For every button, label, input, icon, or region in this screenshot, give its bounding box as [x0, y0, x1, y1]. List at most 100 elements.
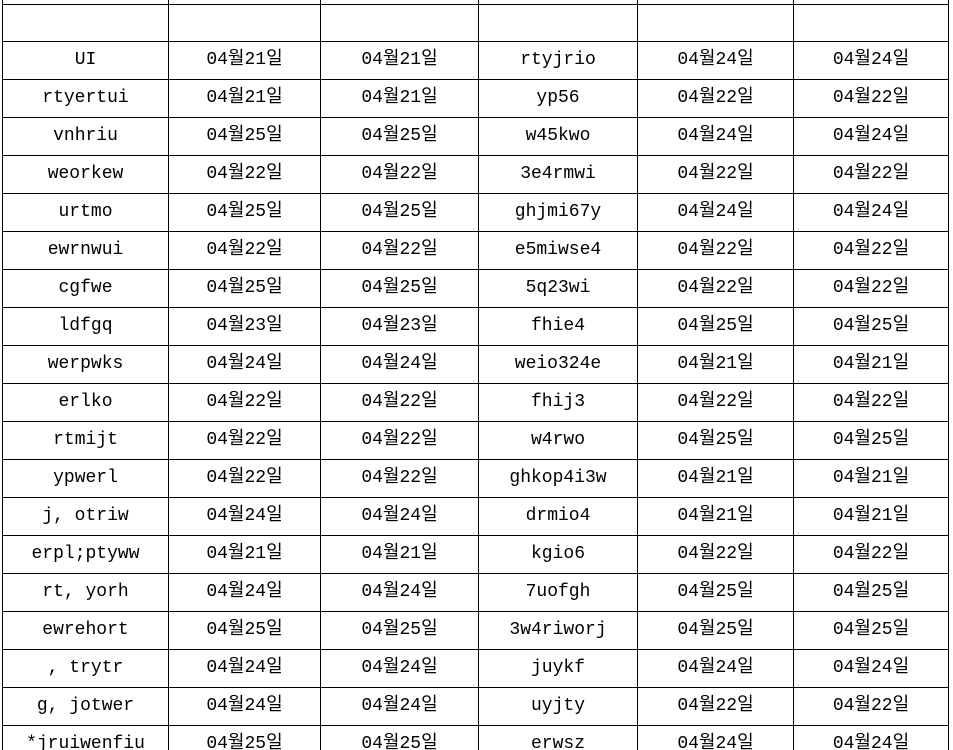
date-cell: 04월25일	[793, 307, 949, 346]
date-cell: 04월21일	[320, 535, 479, 574]
date-cell	[637, 4, 794, 42]
date-cell: 04월22일	[793, 687, 949, 726]
date-cell: 04월22일	[320, 459, 479, 498]
name-cell: rtmijt	[2, 421, 169, 460]
name-cell: *jruiwenfiu	[2, 725, 169, 750]
name-cell: ghjmi67y	[478, 193, 638, 232]
table-row: weorkew 04월22일 04월22일 3e4rmwi 04월22일 04월22일	[2, 155, 949, 194]
name-cell: w45kwo	[478, 117, 638, 156]
name-cell: g, jotwer	[2, 687, 169, 726]
table-row: ewrnwui 04월22일 04월22일 e5miwse4 04월22일 04월22일	[2, 231, 949, 270]
date-cell: 04월25일	[320, 117, 479, 156]
name-cell	[478, 4, 638, 42]
name-cell: vnhriu	[2, 117, 169, 156]
name-cell: erwsz	[478, 725, 638, 750]
date-cell: 04월22일	[168, 421, 321, 460]
date-cell: 04월21일	[168, 79, 321, 118]
date-cell: 04월22일	[637, 155, 794, 194]
date-cell: 04월21일	[320, 41, 479, 80]
date-cell: 04월24일	[793, 193, 949, 232]
date-cell: 04월24일	[320, 345, 479, 384]
date-cell: 04월24일	[320, 573, 479, 612]
name-cell: kgio6	[478, 535, 638, 574]
date-cell: 04월24일	[637, 725, 794, 750]
name-cell: w4rwo	[478, 421, 638, 460]
name-cell: rtyjrio	[478, 41, 638, 80]
date-cell: 04월21일	[320, 79, 479, 118]
table-row: , trytr 04월24일 04월24일 juykf 04월24일 04월24일	[2, 649, 949, 688]
date-cell: 04월25일	[168, 193, 321, 232]
date-cell: 04월22일	[637, 383, 794, 422]
name-cell: werpwks	[2, 345, 169, 384]
name-cell	[2, 4, 169, 42]
name-cell: ghkop4i3w	[478, 459, 638, 498]
table-row	[2, 4, 949, 42]
name-cell: rt, yorh	[2, 573, 169, 612]
name-cell: urtmo	[2, 193, 169, 232]
date-cell	[320, 4, 479, 42]
date-cell: 04월25일	[320, 725, 479, 750]
date-cell: 04월22일	[793, 155, 949, 194]
date-cell: 04월24일	[320, 687, 479, 726]
table-row: erlko 04월22일 04월22일 fhij3 04월22일 04월22일	[2, 383, 949, 422]
date-cell: 04월22일	[793, 269, 949, 308]
date-cell: 04월25일	[168, 725, 321, 750]
date-cell: 04월24일	[793, 725, 949, 750]
name-cell: 5q23wi	[478, 269, 638, 308]
table-row: ldfgq 04월23일 04월23일 fhie4 04월25일 04월25일	[2, 307, 949, 346]
date-cell: 04월25일	[168, 117, 321, 156]
name-cell: weio324e	[478, 345, 638, 384]
date-cell: 04월24일	[320, 497, 479, 536]
table-row: rt, yorh 04월24일 04월24일 7uofgh 04월25일 04월25일	[2, 573, 949, 612]
date-cell: 04월21일	[793, 459, 949, 498]
name-cell: e5miwse4	[478, 231, 638, 270]
date-cell: 04월25일	[637, 307, 794, 346]
date-cell: 04월24일	[793, 41, 949, 80]
name-cell: 3e4rmwi	[478, 155, 638, 194]
table-row: werpwks 04월24일 04월24일 weio324e 04월21일 04월21일	[2, 345, 949, 384]
date-cell: 04월23일	[320, 307, 479, 346]
date-cell: 04월25일	[793, 421, 949, 460]
table-row: UI 04월21일 04월21일 rtyjrio 04월24일 04월24일	[2, 41, 949, 80]
name-cell: , trytr	[2, 649, 169, 688]
date-cell: 04월21일	[637, 459, 794, 498]
date-cell: 04월22일	[637, 269, 794, 308]
date-cell: 04월25일	[637, 421, 794, 460]
name-cell: erlko	[2, 383, 169, 422]
table-row: cgfwe 04월25일 04월25일 5q23wi 04월22일 04월22일	[2, 269, 949, 308]
name-cell: ewrehort	[2, 611, 169, 650]
date-cell: 04월24일	[320, 649, 479, 688]
name-cell: fhie4	[478, 307, 638, 346]
name-cell: juykf	[478, 649, 638, 688]
date-cell: 04월21일	[637, 345, 794, 384]
date-cell: 04월22일	[637, 535, 794, 574]
date-cell: 04월25일	[320, 611, 479, 650]
date-cell: 04월24일	[637, 117, 794, 156]
table-row: rtmijt 04월22일 04월22일 w4rwo 04월25일 04월25일	[2, 421, 949, 460]
date-cell: 04월22일	[320, 155, 479, 194]
date-cell: 04월25일	[637, 573, 794, 612]
date-cell: 04월24일	[637, 193, 794, 232]
name-cell: UI	[2, 41, 169, 80]
name-cell: j, otriw	[2, 497, 169, 536]
date-cell: 04월23일	[168, 307, 321, 346]
date-cell: 04월24일	[168, 687, 321, 726]
date-cell	[793, 4, 949, 42]
date-cell: 04월21일	[168, 535, 321, 574]
table-row: g, jotwer 04월24일 04월24일 uyjty 04월22일 04월22일	[2, 687, 949, 726]
date-cell: 04월22일	[168, 231, 321, 270]
date-cell: 04월25일	[320, 269, 479, 308]
date-cell: 04월22일	[793, 535, 949, 574]
date-cell: 04월22일	[320, 421, 479, 460]
date-cell: 04월24일	[168, 573, 321, 612]
date-cell	[168, 4, 321, 42]
date-cell: 04월25일	[637, 611, 794, 650]
date-cell: 04월22일	[637, 687, 794, 726]
date-cell: 04월21일	[637, 497, 794, 536]
date-cell: 04월25일	[168, 269, 321, 308]
table-row: vnhriu 04월25일 04월25일 w45kwo 04월24일 04월24일	[2, 117, 949, 156]
table-row: ypwerl 04월22일 04월22일 ghkop4i3w 04월21일 04월21일	[2, 459, 949, 498]
